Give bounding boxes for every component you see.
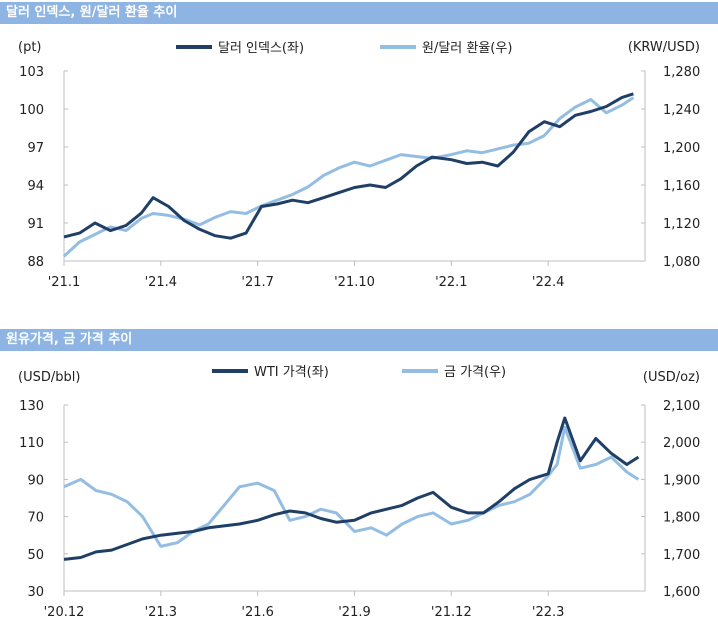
c1-right-tick-label: 1,280 bbox=[663, 65, 700, 80]
c1-legend-label-1: 원/달러 환율(우) bbox=[422, 41, 512, 56]
c2-right-tick-label: 2,000 bbox=[663, 436, 700, 451]
c1-x-tick-label: '22.1 bbox=[435, 275, 468, 290]
c1-right-tick-label: 1,120 bbox=[663, 217, 700, 232]
c2-left-unit: (USD/bbl) bbox=[18, 370, 80, 385]
c1-right-tick-label: 1,160 bbox=[663, 179, 700, 194]
c2-left-tick-label: 110 bbox=[19, 436, 44, 451]
c2-left-tick-label: 70 bbox=[27, 511, 44, 526]
c1-x-tick-label: '22.4 bbox=[532, 275, 565, 290]
c2-x-tick-label: '21.9 bbox=[338, 605, 371, 620]
panel2-title: 원유가격, 금 가격 추이 bbox=[0, 329, 718, 351]
c2-right-tick-label: 1,900 bbox=[663, 473, 700, 488]
panel1-title: 달러 인덱스, 원/달러 환율 추이 bbox=[0, 2, 718, 24]
c1-series-line-1 bbox=[62, 96, 635, 258]
c1-left-tick-label: 91 bbox=[27, 217, 44, 232]
c2-left-tick-label: 30 bbox=[27, 585, 44, 600]
c1-left-tick-label: 103 bbox=[19, 65, 44, 80]
c1-x-tick-label: '21.1 bbox=[48, 275, 81, 290]
c1-left-tick-label: 100 bbox=[19, 103, 44, 118]
c2-series-line-0 bbox=[63, 416, 640, 561]
c1-left-tick-label: 97 bbox=[27, 141, 44, 156]
c1-right-tick-label: 1,080 bbox=[663, 255, 700, 270]
c2-right-tick-label: 1,600 bbox=[663, 585, 700, 600]
c2-legend-label-0: WTI 가격(좌) bbox=[254, 365, 329, 380]
c2-x-tick-label: '21.12 bbox=[431, 605, 472, 620]
c1-right-tick-label: 1,200 bbox=[663, 141, 700, 156]
c2-x-tick-label: '22.3 bbox=[532, 605, 565, 620]
c1-x-tick-label: '21.10 bbox=[334, 275, 375, 290]
c2-series-line-1 bbox=[63, 425, 640, 548]
c1-left-tick-label: 94 bbox=[27, 179, 44, 194]
c1-right-unit: (KRW/USD) bbox=[628, 40, 700, 55]
c2-legend-label-1: 금 가격(우) bbox=[444, 365, 506, 380]
c2-left-tick-label: 90 bbox=[27, 473, 44, 488]
chart-oil-gold: (USD/bbl) (USD/oz) 30 50 70 90 110 130 1,600 1,70… bbox=[18, 365, 700, 620]
c2-left-tick-label: 130 bbox=[19, 399, 44, 414]
c1-series-line-0 bbox=[63, 92, 634, 240]
c2-right-unit: (USD/oz) bbox=[643, 370, 700, 385]
c2-x-tick-label: '21.3 bbox=[145, 605, 178, 620]
c2-right-tick-label: 2,100 bbox=[663, 399, 700, 414]
c1-x-tick-label: '21.7 bbox=[241, 275, 274, 290]
c1-x-tick-label: '21.4 bbox=[145, 275, 178, 290]
c1-left-unit: (pt) bbox=[18, 40, 42, 55]
c1-legend-label-0: 달러 인덱스(좌) bbox=[218, 41, 304, 56]
c2-right-tick-label: 1,800 bbox=[663, 511, 700, 526]
c2-right-tick-label: 1,700 bbox=[663, 548, 700, 563]
c1-right-tick-label: 1,240 bbox=[663, 103, 700, 118]
c2-x-tick-label: '21.6 bbox=[241, 605, 274, 620]
chart-dollar-krw: (pt) (KRW/USD) 88 91 94 97 100 103 1,080 1,120 1,1… bbox=[18, 40, 700, 290]
c1-left-tick-label: 88 bbox=[27, 255, 44, 270]
c2-x-tick-label: '20.12 bbox=[44, 605, 85, 620]
c2-left-tick-label: 50 bbox=[27, 548, 44, 563]
